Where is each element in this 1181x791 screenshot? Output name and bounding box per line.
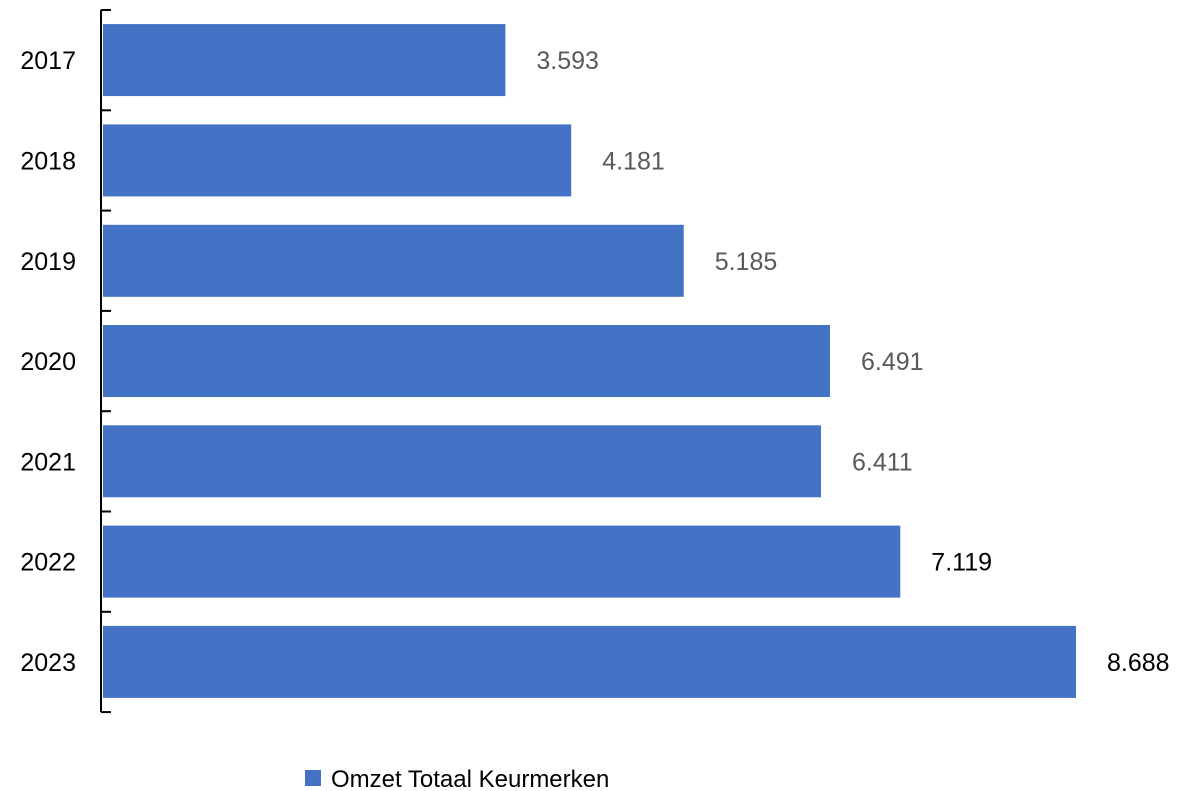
category-label-2021: 2021 [20, 448, 76, 476]
value-label-2022: 7.119 [931, 549, 992, 577]
legend: Omzet Totaal Keurmerken [305, 766, 609, 791]
value-label-2018: 4.181 [602, 147, 665, 175]
legend-label: Omzet Totaal Keurmerken [331, 766, 609, 791]
bar-2023 [103, 625, 1076, 698]
category-labels: 2017 2018 2019 2020 2021 2022 2023 [20, 47, 76, 677]
bars-layer [103, 24, 1076, 698]
value-label-2017: 3.593 [536, 47, 599, 75]
bar-2022 [103, 525, 901, 598]
value-label-2019: 5.185 [715, 248, 778, 276]
category-label-2018: 2018 [20, 147, 76, 175]
bar-2021 [103, 425, 821, 498]
value-label-2021: 6.411 [852, 448, 913, 476]
category-label-2023: 2023 [20, 649, 76, 677]
category-label-2022: 2022 [20, 549, 76, 577]
bar-2017 [103, 24, 506, 97]
bar-2019 [103, 224, 684, 297]
y-axis [100, 9, 111, 714]
value-labels: 3.593 4.181 5.185 6.491 6.411 7.119 8.688 [536, 47, 1169, 677]
bar-2018 [103, 124, 572, 197]
legend-swatch [305, 770, 321, 786]
category-label-2017: 2017 [20, 47, 76, 75]
category-label-2020: 2020 [20, 348, 76, 376]
value-label-2020: 6.491 [861, 348, 924, 376]
category-label-2019: 2019 [20, 248, 76, 276]
bar-2020 [103, 325, 830, 397]
value-label-2023: 8.688 [1107, 649, 1170, 677]
